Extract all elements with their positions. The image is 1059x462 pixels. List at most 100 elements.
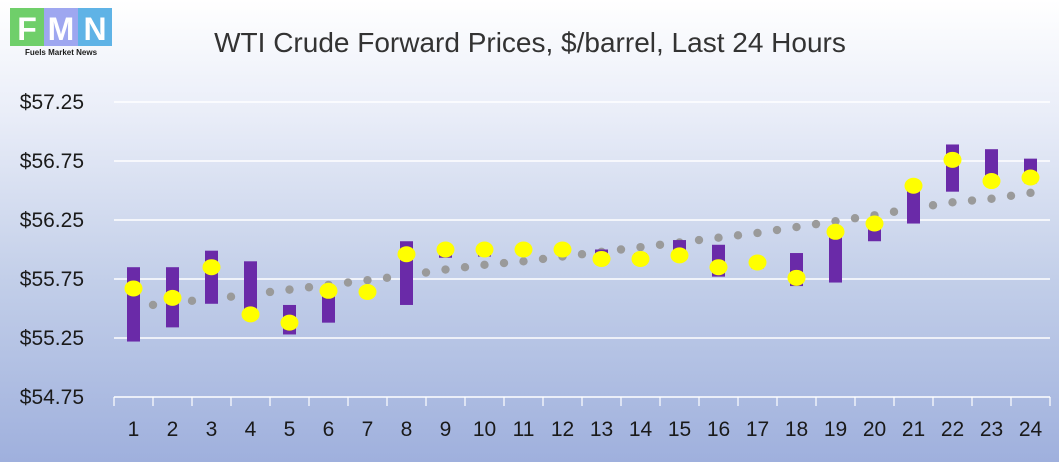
trend-point xyxy=(480,260,489,270)
y-tick-label: $54.75 xyxy=(20,386,84,409)
logo-letter-n-box xyxy=(78,8,112,46)
price-dot xyxy=(436,241,455,258)
price-dot xyxy=(553,241,572,258)
x-tick-label: 5 xyxy=(284,418,296,441)
x-tick-label: 16 xyxy=(707,418,730,441)
trend-point xyxy=(714,233,723,242)
price-dot xyxy=(631,250,650,267)
y-tick-label: $55.75 xyxy=(20,268,84,291)
trend-point xyxy=(519,257,528,266)
x-tick-label: 4 xyxy=(245,418,257,441)
price-dot xyxy=(865,215,884,232)
x-tick-label: 7 xyxy=(362,418,374,441)
x-tick-label: 17 xyxy=(746,418,769,441)
price-dot xyxy=(475,241,494,258)
trend-point xyxy=(285,285,294,294)
logo-letter-m: M xyxy=(48,11,75,47)
y-tick-label: $56.25 xyxy=(20,209,84,232)
range-series xyxy=(127,144,1037,342)
x-tick-label: 23 xyxy=(980,418,1003,441)
x-tick-label: 2 xyxy=(167,418,179,441)
price-dot xyxy=(319,282,338,299)
trend-point-mid xyxy=(967,196,977,205)
range-bar xyxy=(244,261,257,315)
logo-subtitle: Fuels Market News xyxy=(25,48,98,57)
price-dot xyxy=(202,259,221,276)
price-dot xyxy=(1021,169,1040,186)
trend-point-mid xyxy=(499,258,509,268)
x-tick-label: 14 xyxy=(629,418,653,441)
price-dot xyxy=(358,283,377,300)
x-tick-label: 8 xyxy=(401,418,413,441)
price-dot xyxy=(670,247,689,264)
x-tick-label: 9 xyxy=(440,418,452,441)
price-series xyxy=(124,151,1040,331)
trend-point-mid xyxy=(460,263,470,272)
y-tick-label: $57.25 xyxy=(20,91,84,114)
trend-point-mid xyxy=(616,245,626,254)
price-dot xyxy=(124,280,143,297)
range-bar xyxy=(127,267,140,342)
range-bar xyxy=(907,185,920,224)
x-tick-label: 20 xyxy=(863,418,886,441)
price-dot xyxy=(163,289,182,306)
trend-point xyxy=(792,222,801,232)
price-dot xyxy=(787,269,806,286)
x-tick-label: 13 xyxy=(590,418,613,441)
price-dot xyxy=(709,259,728,276)
trend-point-mid xyxy=(304,283,314,292)
x-tick-label: 1 xyxy=(128,418,140,441)
trend-point-mid xyxy=(148,300,158,310)
price-dot xyxy=(514,241,533,258)
x-tick-label: 6 xyxy=(323,418,335,441)
trend-point-mid xyxy=(1006,191,1016,201)
price-dot xyxy=(943,151,962,168)
price-dot xyxy=(904,177,923,194)
trend-point-mid xyxy=(187,296,197,306)
trend-point-mid xyxy=(850,214,860,223)
price-dot xyxy=(592,250,611,267)
trend-point xyxy=(1026,188,1035,198)
range-bar xyxy=(205,250,218,304)
trend-point-mid xyxy=(382,273,392,283)
range-bar xyxy=(985,149,998,182)
trend-point-mid xyxy=(889,207,899,216)
x-tick-label: 24 xyxy=(1019,418,1043,441)
price-dot xyxy=(748,254,767,271)
logo: F M N Fuels Market News xyxy=(10,8,112,57)
trend-point xyxy=(948,198,957,207)
y-tick-label: $55.25 xyxy=(20,327,84,350)
price-dot xyxy=(241,306,260,323)
trend-point-mid xyxy=(421,268,431,277)
logo-letter-f: F xyxy=(17,11,37,47)
logo-letter-f-box xyxy=(10,8,44,46)
x-tick-label: 15 xyxy=(668,418,691,441)
chart-title: WTI Crude Forward Prices, $/barrel, Last… xyxy=(214,27,846,58)
y-tick-label: $56.75 xyxy=(20,150,84,173)
x-tick-label: 19 xyxy=(824,418,847,441)
x-tick-label: 11 xyxy=(513,418,535,441)
x-tick-label: 10 xyxy=(473,418,496,441)
x-tick-label: 12 xyxy=(551,418,574,441)
x-tick-label: 22 xyxy=(941,418,964,441)
trend-point-mid xyxy=(343,278,353,287)
trend-point-mid xyxy=(655,240,665,249)
price-dot xyxy=(982,173,1001,190)
trend-series xyxy=(129,188,1035,312)
trend-point-mid xyxy=(538,254,548,264)
trend-point-mid xyxy=(928,201,938,210)
trend-point-mid xyxy=(265,287,275,297)
price-dot xyxy=(397,246,416,263)
trend-point-mid xyxy=(733,231,743,240)
trend-point xyxy=(753,228,762,238)
trend-point-mid xyxy=(577,250,587,259)
trend-point-mid xyxy=(226,292,236,301)
trend-point-mid xyxy=(772,225,782,235)
trend-point xyxy=(987,194,996,203)
range-bar xyxy=(829,231,842,283)
trend-point xyxy=(636,242,645,252)
axis-layer: $54.75 $55.25 $55.75 $56.25 $56.75 $57.25 1 2 3 4… xyxy=(20,91,1051,441)
x-tick-label: 18 xyxy=(785,418,808,441)
trend-point xyxy=(363,275,372,285)
